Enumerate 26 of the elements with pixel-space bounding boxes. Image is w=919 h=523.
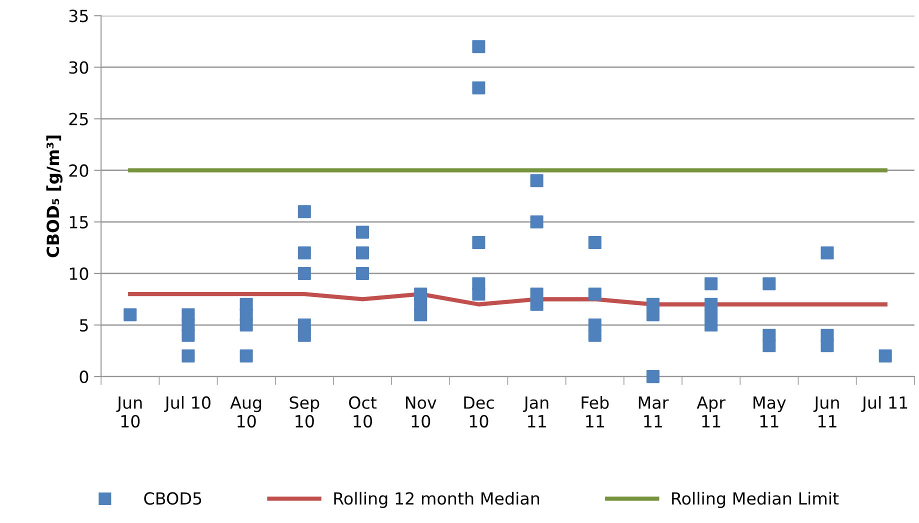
x-tick-label: Mar 11 xyxy=(638,396,669,428)
x-tick-label: Oct 10 xyxy=(349,396,377,428)
legend-label: Rolling Median Limit xyxy=(672,492,839,508)
x-tick-label: Aug 10 xyxy=(230,396,262,428)
y-axis-title: CBOD₅ [g/m³] xyxy=(46,136,63,258)
y-tick-label: 0 xyxy=(80,370,88,384)
x-tick-label: May 11 xyxy=(754,396,786,428)
y-tick-label: 35 xyxy=(69,10,88,22)
x-tick-label: Jul 10 xyxy=(164,396,210,412)
y-tick-label: 10 xyxy=(70,267,88,280)
y-tick-label: 30 xyxy=(69,61,88,74)
y-tick-label: 25 xyxy=(69,112,88,126)
x-tick-label: Nov 10 xyxy=(406,396,436,428)
x-tick-label: Jan 11 xyxy=(523,396,548,428)
y-tick-label: 15 xyxy=(70,216,88,228)
y-tick-label: 20 xyxy=(69,164,88,177)
legend-label: Rolling 12 month Median xyxy=(334,492,540,508)
x-tick-label: Apr 11 xyxy=(696,396,726,428)
x-tick-label: Jun 11 xyxy=(813,396,839,428)
x-tick-label: Sep 10 xyxy=(290,396,320,428)
x-tick-label: Jun 10 xyxy=(116,396,142,428)
y-tick-label: 5 xyxy=(80,319,88,332)
x-tick-label: Jul 11 xyxy=(861,396,908,412)
x-tick-label: Dec 10 xyxy=(464,396,494,428)
x-tick-label: Feb 11 xyxy=(582,396,609,428)
legend-label: CBOD5 xyxy=(144,492,202,505)
